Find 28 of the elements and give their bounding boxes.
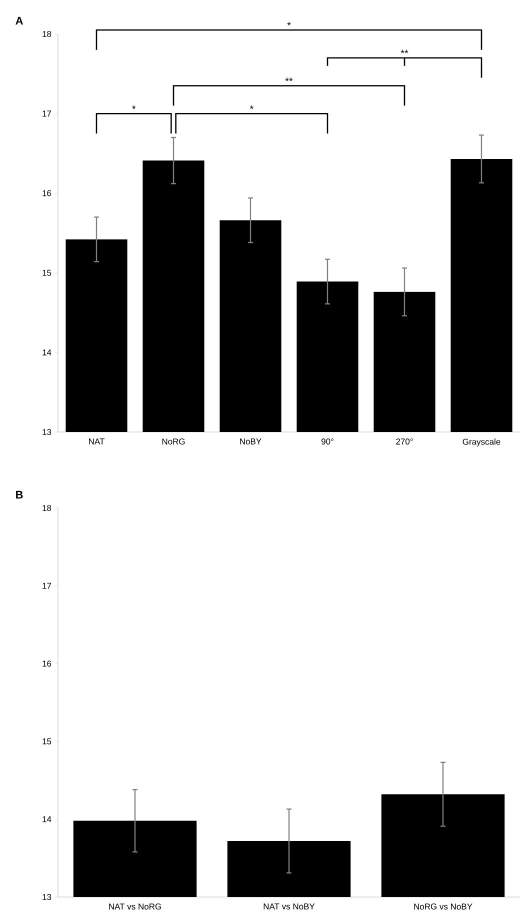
chart-title: A <box>16 16 23 24</box>
y-tick-label: 16 <box>42 190 52 196</box>
x-tick-label: NoRG vs NoBY <box>414 904 472 910</box>
annotation: ** <box>285 78 293 82</box>
x-tick-label: NAT <box>89 438 104 444</box>
y-tick-label: 13 <box>42 894 52 900</box>
y-tick-label: 17 <box>42 110 52 117</box>
x-tick-label: Grayscale <box>462 438 500 446</box>
y-tick-label: 16 <box>42 660 52 667</box>
y-tick-label: 18 <box>42 504 52 511</box>
y-tick-label: 13 <box>42 428 52 435</box>
chart-title: B <box>16 490 23 498</box>
annotation: * <box>132 106 136 110</box>
y-tick-label: 14 <box>42 349 52 356</box>
y-tick-label: 15 <box>42 270 52 276</box>
x-tick-label: 270° <box>396 438 413 445</box>
y-tick-label: 17 <box>42 582 52 589</box>
y-tick-label: 18 <box>42 30 52 37</box>
y-tick-label: 15 <box>42 738 52 744</box>
y-tick-label: 14 <box>42 816 52 822</box>
text: * <box>287 22 291 26</box>
x-tick-label: NAT vs NoBY <box>264 904 315 910</box>
x-tick-label: NoBY <box>240 438 262 444</box>
x-tick-label: NoRG <box>162 438 185 445</box>
annotation: * <box>250 106 254 110</box>
x-tick-label: NAT vs NoRG <box>109 904 161 910</box>
annotation: ** <box>400 50 408 54</box>
x-tick-label: 90° <box>321 438 334 445</box>
